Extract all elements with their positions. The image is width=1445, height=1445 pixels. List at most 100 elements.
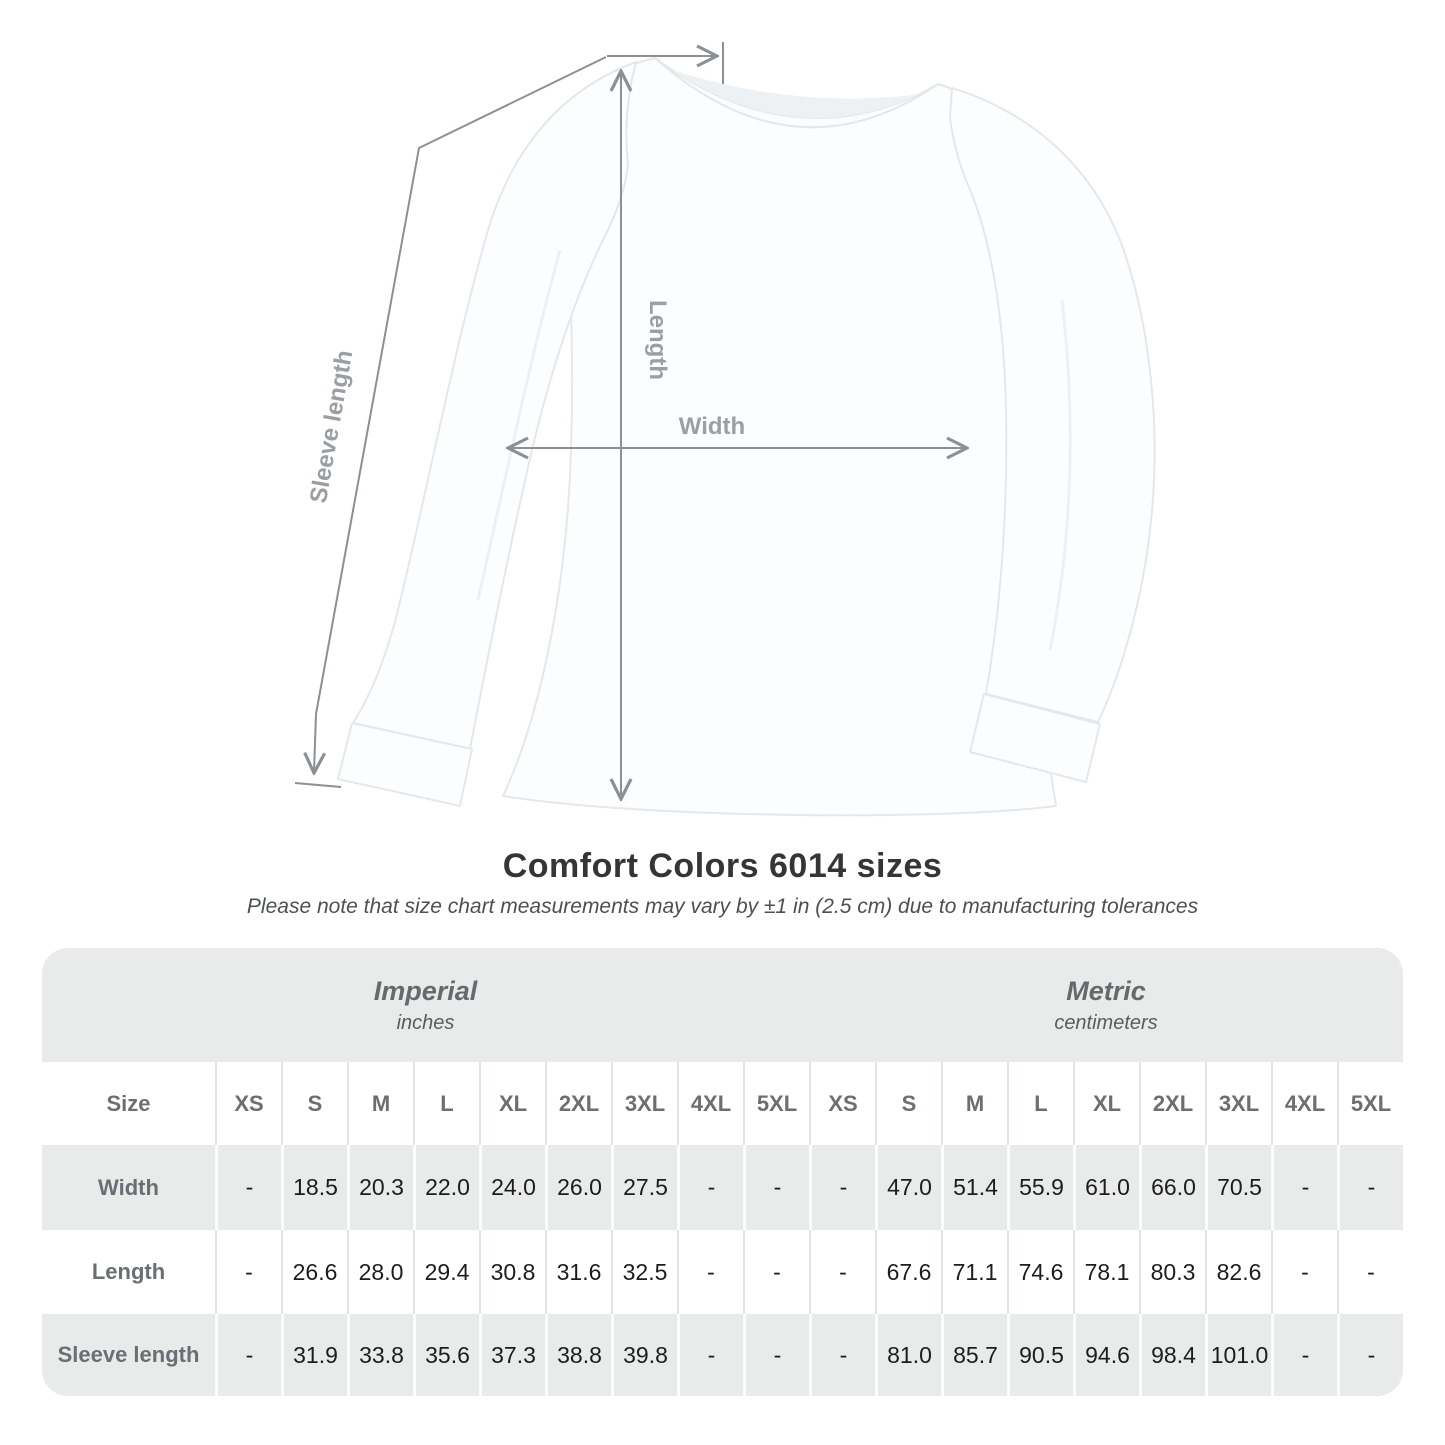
- size-header-metric-s: S: [875, 1062, 941, 1145]
- data-cell: 31.6: [545, 1230, 611, 1314]
- data-cell: 85.7: [941, 1314, 1007, 1396]
- data-cell: 18.5: [281, 1145, 347, 1230]
- size-header-imperial-2xl: 2XL: [545, 1062, 611, 1145]
- sleeve-length-label: Sleeve length: [305, 348, 358, 505]
- data-cell: 81.0: [875, 1314, 941, 1396]
- imperial-group-header: Imperial inches: [42, 948, 809, 1062]
- data-cell: 39.8: [611, 1314, 677, 1396]
- data-cell: -: [743, 1230, 809, 1314]
- data-cell: 82.6: [1205, 1230, 1271, 1314]
- shirt-right-sleeve: [949, 87, 1156, 723]
- data-cell: 78.1: [1073, 1230, 1139, 1314]
- size-header-imperial-l: L: [413, 1062, 479, 1145]
- size-header-metric-m: M: [941, 1062, 1007, 1145]
- data-cell: 35.6: [413, 1314, 479, 1396]
- table-row-width: Width - 18.5 20.3 22.0 24.0 26.0 27.5 - …: [42, 1145, 1403, 1230]
- size-table: Imperial inches Metric centimeters Size …: [42, 948, 1403, 1396]
- data-cell: 94.6: [1073, 1314, 1139, 1396]
- size-header-metric-3xl: 3XL: [1205, 1062, 1271, 1145]
- size-header-imperial-3xl: 3XL: [611, 1062, 677, 1145]
- size-header-metric-4xl: 4XL: [1271, 1062, 1337, 1145]
- data-cell: -: [677, 1230, 743, 1314]
- data-cell: 28.0: [347, 1230, 413, 1314]
- data-cell: 67.6: [875, 1230, 941, 1314]
- fold-line-right: [1048, 299, 1072, 651]
- shirt-measurement-diagram: Width Length Sleeve length: [294, 42, 1156, 817]
- data-cell: 27.5: [611, 1145, 677, 1230]
- row-label: Width: [98, 1174, 159, 1200]
- data-cell: -: [1337, 1230, 1403, 1314]
- data-cell: -: [677, 1145, 743, 1230]
- data-cell: 26.0: [545, 1145, 611, 1230]
- data-cell: 74.6: [1007, 1230, 1073, 1314]
- metric-label: Metric: [1066, 975, 1146, 1006]
- size-header-metric-2xl: 2XL: [1139, 1062, 1205, 1145]
- fold-line-left: [476, 249, 562, 601]
- data-cell: -: [215, 1314, 281, 1396]
- size-header-metric-l: L: [1007, 1062, 1073, 1145]
- row-label: Sleeve length: [57, 1342, 200, 1367]
- data-cell: 37.3: [479, 1314, 545, 1396]
- size-header-row: Size XS S M L XL 2XL 3XL 4XL 5XL XS S M …: [42, 1062, 1403, 1145]
- size-header-metric-5xl: 5XL: [1337, 1062, 1403, 1145]
- shirt-collar-opening: [672, 70, 920, 119]
- size-column-header: Size: [106, 1090, 151, 1116]
- data-cell: -: [1271, 1314, 1337, 1396]
- data-cell: 66.0: [1139, 1145, 1205, 1230]
- data-cell: -: [809, 1145, 875, 1230]
- data-cell: -: [809, 1314, 875, 1396]
- data-cell: 20.3: [347, 1145, 413, 1230]
- size-header-imperial-4xl: 4XL: [677, 1062, 743, 1145]
- data-cell: -: [1337, 1145, 1403, 1230]
- data-cell: 33.8: [347, 1314, 413, 1396]
- data-cell: 90.5: [1007, 1314, 1073, 1396]
- sleeve-length-tick: [294, 782, 342, 788]
- shirt-right-cuff: [969, 693, 1101, 783]
- data-cell: -: [1271, 1145, 1337, 1230]
- shirt-left-cuff: [337, 722, 473, 807]
- tolerance-note: Please note that size chart measurements…: [246, 895, 1199, 918]
- length-label: Length: [644, 300, 671, 380]
- data-cell: 29.4: [413, 1230, 479, 1314]
- size-header-imperial-s: S: [281, 1062, 347, 1145]
- data-cell: 24.0: [479, 1145, 545, 1230]
- data-cell: 71.1: [941, 1230, 1007, 1314]
- data-cell: 101.0: [1205, 1314, 1271, 1396]
- data-cell: -: [1271, 1230, 1337, 1314]
- unit-group-band: Imperial inches Metric centimeters: [42, 948, 1403, 1062]
- data-cell: -: [809, 1230, 875, 1314]
- metric-group-header: Metric centimeters: [809, 948, 1403, 1062]
- shirt-illustration: [337, 57, 1156, 817]
- data-cell: 38.8: [545, 1314, 611, 1396]
- size-header-imperial-5xl: 5XL: [743, 1062, 809, 1145]
- size-header-metric-xs: XS: [809, 1062, 875, 1145]
- page-title: Comfort Colors 6014 sizes: [502, 847, 943, 885]
- data-cell: 47.0: [875, 1145, 941, 1230]
- data-cell: 55.9: [1007, 1145, 1073, 1230]
- metric-unit: centimeters: [1054, 1011, 1158, 1034]
- size-header-imperial-xs: XS: [215, 1062, 281, 1145]
- imperial-unit: inches: [396, 1011, 455, 1034]
- imperial-label: Imperial: [373, 975, 478, 1006]
- data-cell: -: [1337, 1314, 1403, 1396]
- data-cell: 31.9: [281, 1314, 347, 1396]
- data-cell: -: [215, 1230, 281, 1314]
- data-cell: 32.5: [611, 1230, 677, 1314]
- data-cell: -: [743, 1145, 809, 1230]
- size-header-imperial-m: M: [347, 1062, 413, 1145]
- data-cell: 98.4: [1139, 1314, 1205, 1396]
- data-cell: 26.6: [281, 1230, 347, 1314]
- data-cell: -: [677, 1314, 743, 1396]
- data-cell: 80.3: [1139, 1230, 1205, 1314]
- size-header-imperial-xl: XL: [479, 1062, 545, 1145]
- table-row-length: Length - 26.6 28.0 29.4 30.8 31.6 32.5 -…: [42, 1230, 1403, 1314]
- size-header-metric-xl: XL: [1073, 1062, 1139, 1145]
- sleeve-length-arrow: [314, 56, 607, 772]
- data-cell: 61.0: [1073, 1145, 1139, 1230]
- width-label: Width: [679, 413, 745, 440]
- data-cell: -: [743, 1314, 809, 1396]
- table-row-sleeve-length: Sleeve length - 31.9 33.8 35.6 37.3 38.8…: [42, 1314, 1403, 1396]
- data-cell: 22.0: [413, 1145, 479, 1230]
- data-cell: 30.8: [479, 1230, 545, 1314]
